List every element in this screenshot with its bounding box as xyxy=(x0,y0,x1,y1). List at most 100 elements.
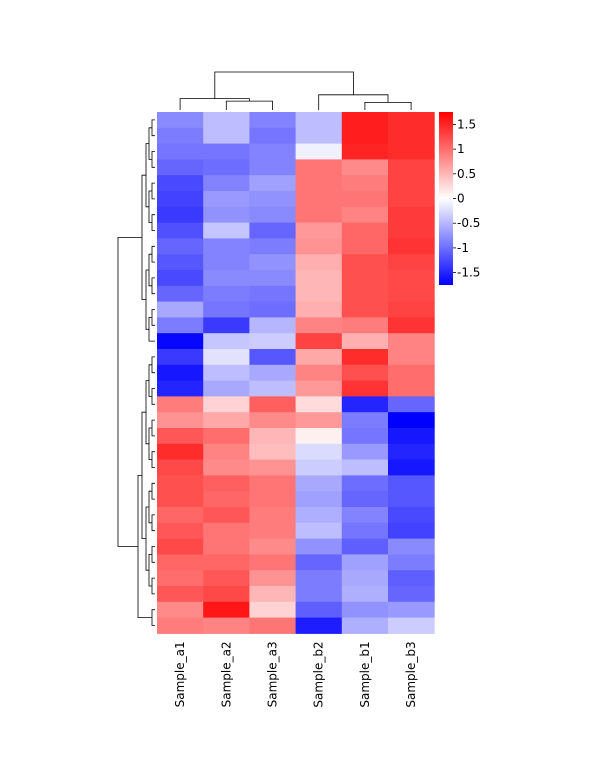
heatmap-cell xyxy=(249,301,297,318)
heatmap-cell xyxy=(157,175,204,192)
row-dendrogram-branch xyxy=(141,174,146,300)
heatmap-cell xyxy=(341,570,389,587)
heatmap-cell xyxy=(388,317,435,334)
heatmap-cell xyxy=(157,222,204,239)
column-label: Sample_a1 xyxy=(173,641,187,707)
heatmap-cell xyxy=(341,538,389,555)
heatmap-cell xyxy=(388,206,435,224)
heatmap-cell xyxy=(341,191,389,208)
row-dendrogram-branch xyxy=(151,214,155,231)
heatmap-cell xyxy=(249,285,297,303)
heatmap-cell xyxy=(295,396,343,413)
column-label: Sample_a2 xyxy=(219,641,233,707)
colorbar: 1.5 1 0.5 0 -0.5 -1 -1.5 xyxy=(439,112,480,285)
row-dendrogram-branch xyxy=(151,451,155,468)
column-dendrogram-branch xyxy=(225,100,273,110)
row-dendrogram-branch xyxy=(151,182,155,200)
heatmap-cell xyxy=(295,538,343,555)
heatmap-cell xyxy=(295,475,343,492)
heatmap-cell xyxy=(157,570,204,587)
row-dendrogram-branch xyxy=(148,427,152,460)
row-dendrogram-branch xyxy=(151,609,155,626)
heatmap-cell xyxy=(157,554,204,571)
heatmap-cell xyxy=(295,491,343,508)
colorbar-tick-label: 1.5 xyxy=(457,117,476,131)
heatmap-cell xyxy=(203,143,250,160)
colorbar-tick-label: -1.5 xyxy=(457,266,480,280)
heatmap-cell xyxy=(157,317,204,334)
heatmap-cell xyxy=(203,159,250,176)
heatmap-cell xyxy=(295,285,343,303)
heatmap-cell xyxy=(157,443,204,461)
heatmap-cell xyxy=(157,380,204,397)
heatmap-cell xyxy=(203,617,250,634)
heatmap-cell xyxy=(341,475,389,492)
heatmap-cell xyxy=(295,112,343,129)
row-dendrogram xyxy=(117,119,155,626)
colorbar-tick-label: -0.5 xyxy=(457,216,480,230)
heatmap-cell xyxy=(341,586,389,603)
row-dendrogram-branch xyxy=(151,388,155,405)
heatmap-cell xyxy=(295,159,343,176)
heatmap-cell xyxy=(295,191,343,208)
heatmap-cell xyxy=(341,112,389,129)
heatmap-cell xyxy=(249,254,297,271)
heatmap-cell xyxy=(295,601,343,619)
column-dendrogram-branch xyxy=(364,102,412,110)
heatmap-cell xyxy=(388,285,435,303)
heatmap-cell xyxy=(341,222,389,239)
heatmap-cell xyxy=(341,412,389,429)
heatmap-cell xyxy=(157,159,204,176)
heatmap-cell xyxy=(388,364,435,382)
heatmap-cell xyxy=(157,617,204,634)
heatmap-cell xyxy=(249,570,297,587)
heatmap-cell xyxy=(157,586,204,603)
heatmap-cell xyxy=(388,191,435,208)
heatmap-cell xyxy=(295,586,343,603)
heatmap-cell xyxy=(157,238,204,255)
heatmap-cell xyxy=(295,143,343,160)
heatmap-cell xyxy=(295,554,343,571)
heatmap-cell xyxy=(341,175,389,192)
heatmap-cell xyxy=(203,380,250,397)
row-dendrogram-branch xyxy=(145,506,149,571)
heatmap-cell xyxy=(203,127,250,145)
heatmap-cell xyxy=(295,175,343,192)
heatmap-cell xyxy=(249,175,297,192)
heatmap-cell xyxy=(157,333,204,350)
row-dendrogram-root xyxy=(117,237,142,547)
column-dendrogram xyxy=(179,71,412,110)
row-dendrogram-branch xyxy=(137,475,152,618)
heatmap-cell xyxy=(388,396,435,413)
heatmap-cell xyxy=(157,412,204,429)
heatmap-cell xyxy=(388,475,435,492)
column-label: Sample_b3 xyxy=(404,641,418,707)
heatmap-cell xyxy=(157,112,204,129)
heatmap-cell xyxy=(388,333,435,350)
heatmap-cell xyxy=(203,270,250,287)
heatmap-cell xyxy=(388,491,435,508)
heatmap-cell xyxy=(203,333,250,350)
heatmap-cell xyxy=(295,443,343,461)
heatmap-cell xyxy=(295,459,343,476)
heatmap-cell xyxy=(157,191,204,208)
heatmap-cell xyxy=(388,617,435,634)
heatmap-cell xyxy=(249,586,297,603)
heatmap-cell xyxy=(249,364,297,382)
heatmap-cell xyxy=(388,159,435,176)
heatmap-cell xyxy=(341,554,389,571)
column-label: Sample_b2 xyxy=(312,641,326,707)
column-dendrogram-branch xyxy=(214,71,354,99)
heatmap-cell xyxy=(388,601,435,619)
heatmap-cell xyxy=(295,127,343,145)
row-dendrogram-branch xyxy=(151,419,155,437)
heatmap-cell xyxy=(388,459,435,476)
heatmap-cell xyxy=(388,522,435,540)
heatmap-cell xyxy=(388,175,435,192)
heatmap-cell xyxy=(157,301,204,318)
heatmap-cell xyxy=(249,159,297,176)
column-label: Sample_b1 xyxy=(358,641,372,707)
heatmap-cell xyxy=(249,349,297,366)
row-dendrogram-branch xyxy=(148,364,152,397)
